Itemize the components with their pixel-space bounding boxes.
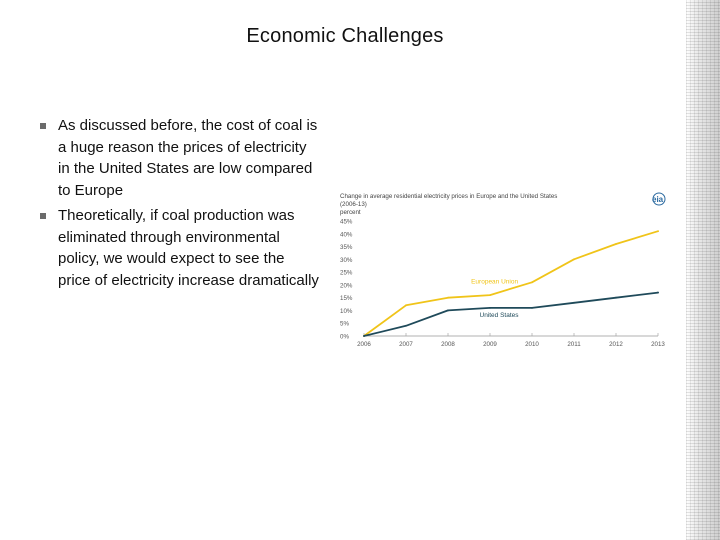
x-tick-label: 2008 [441, 341, 455, 348]
y-tick-label: 45% [340, 219, 353, 226]
y-tick-label: 10% [340, 308, 353, 315]
series-label-united-states: United States [480, 312, 520, 319]
x-tick-label: 2006 [357, 341, 371, 348]
y-tick-label: 30% [340, 257, 353, 264]
x-tick-label: 2009 [483, 341, 497, 348]
x-tick-label: 2010 [525, 341, 539, 348]
bullet-text: Theoretically, if coal production was el… [58, 207, 319, 289]
x-tick-label: 2007 [399, 341, 413, 348]
bullet-item: As discussed before, the cost of coal is… [40, 115, 320, 201]
data-point [531, 281, 533, 284]
data-point [489, 294, 491, 297]
y-tick-label: 15% [340, 295, 353, 302]
eia-logo: eia [652, 192, 666, 206]
data-point [657, 230, 659, 233]
y-tick-label: 5% [340, 321, 349, 328]
series-label-european-union: European Union [471, 279, 518, 286]
chart-title: Change in average residential electricit… [340, 193, 557, 200]
data-point [573, 258, 575, 261]
data-point [573, 301, 575, 304]
y-tick-label: 25% [340, 270, 353, 277]
data-point [447, 296, 449, 299]
bullet-item: Theoretically, if coal production was el… [40, 205, 320, 291]
square-bullet-icon [40, 123, 46, 129]
slide-title: Economic Challenges [246, 25, 444, 47]
eia-logo-text: eia [652, 195, 664, 204]
data-point [657, 291, 659, 294]
bullet-list: As discussed before, the cost of coal is… [40, 115, 320, 295]
x-tick-label: 2012 [609, 341, 623, 348]
chart-subtitle: (2006-13) [340, 201, 367, 208]
data-point [615, 296, 617, 299]
square-bullet-icon [40, 213, 46, 219]
y-tick-label: 40% [340, 231, 353, 238]
data-point [405, 324, 407, 327]
x-tick-label: 2011 [567, 341, 581, 348]
data-point [531, 306, 533, 309]
y-tick-label: 0% [340, 334, 349, 341]
series-line-1 [363, 291, 659, 337]
bullet-text: As discussed before, the cost of coal is… [58, 117, 318, 199]
y-tick-label: 35% [340, 244, 353, 251]
decorative-page-edge [686, 0, 720, 540]
data-point [363, 335, 365, 337]
electricity-price-chart: Change in average residential electricit… [340, 192, 666, 348]
y-tick-label: 20% [340, 282, 353, 289]
data-point [405, 304, 407, 307]
data-point [489, 306, 491, 309]
x-tick-label: 2013 [651, 341, 665, 348]
data-point [447, 309, 449, 312]
data-point [615, 243, 617, 245]
series-line-0 [363, 230, 659, 337]
y-axis-label: percent [340, 209, 361, 216]
